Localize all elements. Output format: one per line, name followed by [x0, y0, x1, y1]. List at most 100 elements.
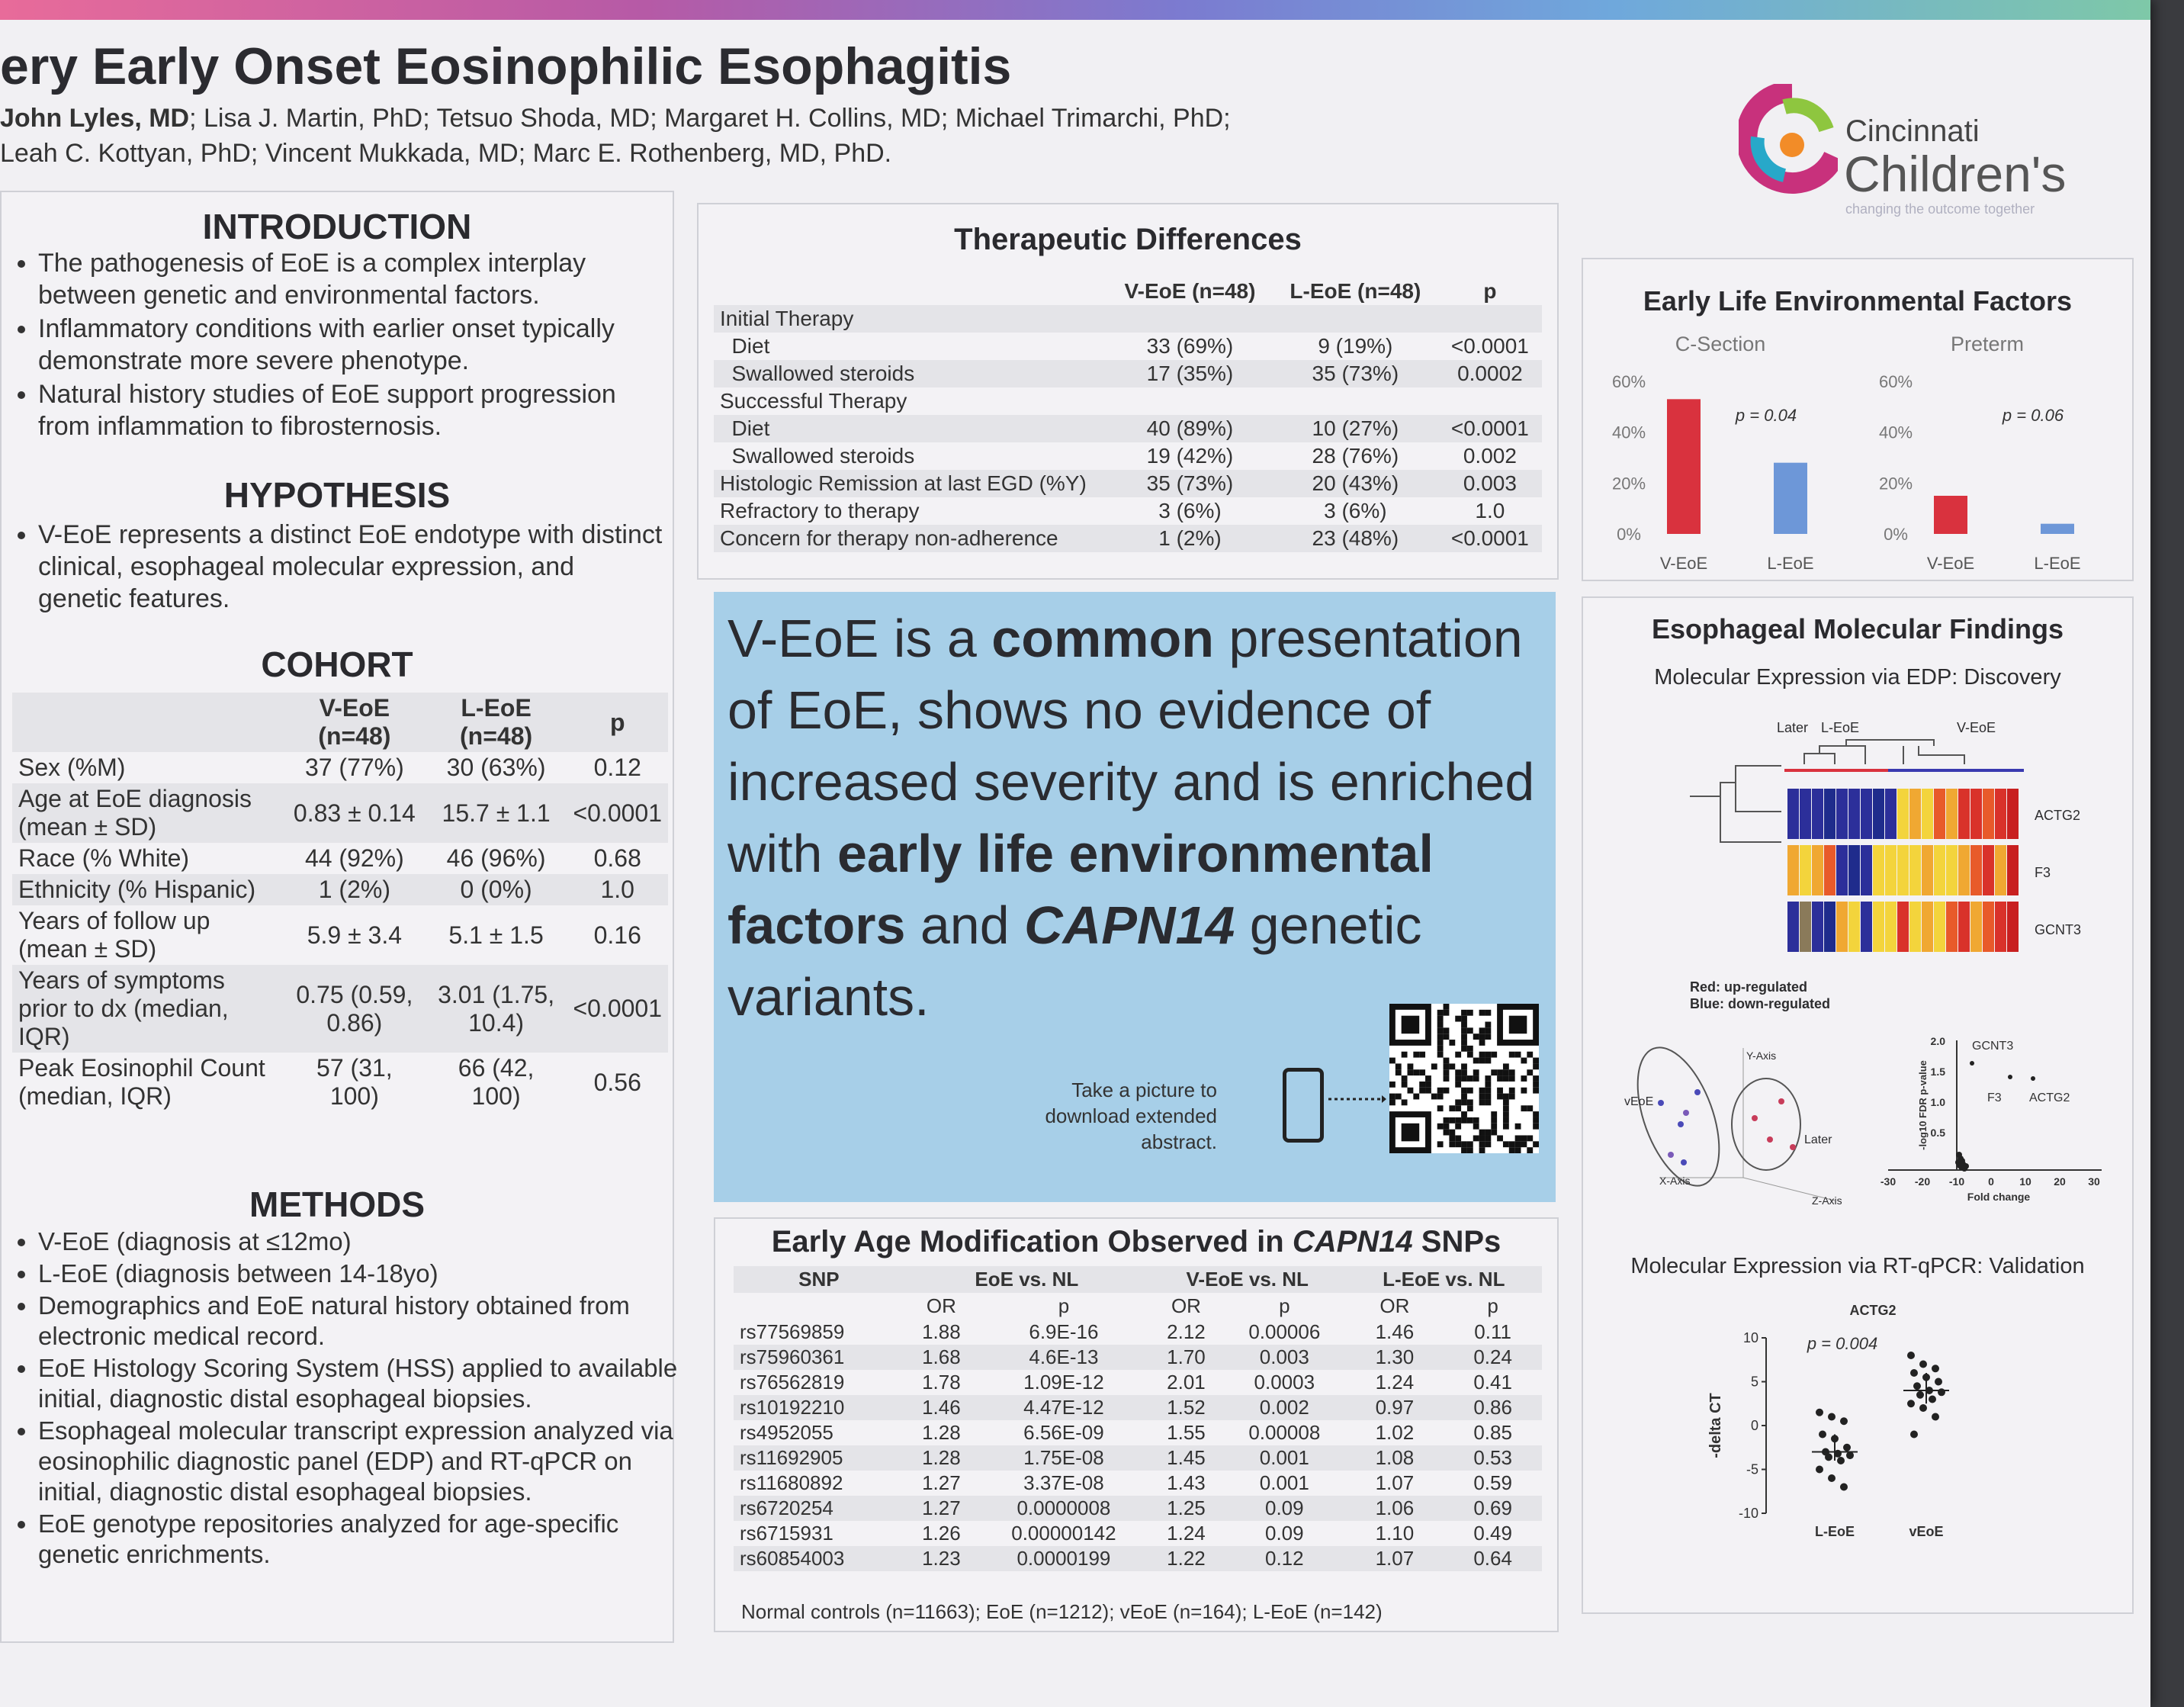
- therapeutic-cell: 9 (19%): [1318, 334, 1393, 358]
- snp-cell: rs6720254: [740, 1496, 833, 1519]
- pca-z-axis-label: Z-Axis: [1812, 1194, 1842, 1207]
- heatmap-cell: [1848, 845, 1860, 895]
- env-y-tick: 40%: [1612, 423, 1646, 442]
- snp-cell: 1.22: [1167, 1547, 1206, 1570]
- rtqpcr-point: [1828, 1474, 1836, 1482]
- snp-group-eoe: EoE vs. NL: [975, 1268, 1079, 1291]
- env-bar: [2041, 523, 2074, 534]
- heatmap-cell: [1958, 902, 1970, 952]
- snp-cell: 0.002: [1259, 1396, 1309, 1419]
- snp-cell: 0.85: [1473, 1421, 1512, 1444]
- introduction-list: The pathogenesis of EoE is a complex int…: [2, 247, 663, 444]
- left-column-panel: INTRODUCTION The pathogenesis of EoE is …: [0, 191, 677, 1643]
- heatmap-cell: [1861, 789, 1872, 839]
- logo-mark-icon: [1736, 81, 1844, 194]
- snp-cell: 0.12: [1265, 1547, 1304, 1570]
- snp-row: rs60854003 1.23 0.0000199 1.22 0.12 1.07 0.64: [734, 1546, 1542, 1571]
- rtqpcr-point: [1843, 1443, 1851, 1451]
- therapeutic-cell: Diet: [720, 416, 770, 440]
- snp-col-p: p: [1279, 1294, 1290, 1317]
- heatmap-gene-f3: F3: [2035, 865, 2051, 880]
- heatmap-cell: [1909, 902, 1921, 952]
- snp-row: rs76562819 1.78 1.09E-12 2.01 0.0003 1.24 0.41: [734, 1370, 1542, 1395]
- volcano-x-tick: 30: [2088, 1175, 2100, 1188]
- snp-cell: 1.27: [922, 1496, 961, 1519]
- cohort-row: Race (% White) 44 (92%) 46 (96%) 0.68: [12, 843, 668, 874]
- heatmap-cell: [1897, 789, 1909, 839]
- volcano-point: [1956, 1152, 1962, 1158]
- env-y-tick: 20%: [1879, 474, 1913, 493]
- volcano-point: [1970, 1061, 1974, 1066]
- heatmap-cell: [1824, 902, 1836, 952]
- heatmap-cell: [1787, 789, 1799, 839]
- cohort-cell: 0.83 ± 0.14: [293, 799, 416, 827]
- therapeutic-cell: 1.0: [1475, 499, 1505, 522]
- snp-cell: 6.9E-16: [1029, 1320, 1099, 1343]
- snp-row: rs11692905 1.28 1.75E-08 1.45 0.001 1.08 0.53: [734, 1445, 1542, 1471]
- rtqpcr-p-value: p = 0.004: [1807, 1334, 1877, 1353]
- heatmap-gene-gcnt3: GCNT3: [2035, 922, 2082, 937]
- heatmap-veoe-label: V-EoE: [1957, 720, 1996, 735]
- heatmap-legend-red: Red: up-regulated: [1690, 979, 1808, 995]
- volcano-x-tick: 20: [2054, 1175, 2066, 1188]
- heatmap-cell: [1787, 902, 1799, 952]
- heatmap-cell: [1983, 902, 1994, 952]
- heatmap-cell: [1909, 789, 1921, 839]
- cohort-cell: 1.0: [600, 876, 634, 903]
- rtqpcr-x-label: L-EoE: [1815, 1524, 1855, 1539]
- snp-cell: 0.24: [1473, 1345, 1512, 1368]
- therapeutic-cell: 0.003: [1463, 471, 1517, 495]
- snp-cell: 1.23: [922, 1547, 961, 1570]
- env-p-value: p = 0.04: [1735, 406, 1797, 425]
- heatmap-leoe-label: L-EoE: [1821, 720, 1860, 735]
- snp-cell: 1.46: [922, 1396, 961, 1419]
- snp-cell: 4.47E-12: [1023, 1396, 1104, 1419]
- snp-col-p: p: [1058, 1294, 1070, 1317]
- rtqpcr-point: [1816, 1465, 1823, 1474]
- snp-cell: 1.75E-08: [1023, 1446, 1104, 1469]
- volcano-label-actg2: ACTG2: [2029, 1091, 2070, 1104]
- therapeutic-cell: <0.0001: [1450, 334, 1529, 358]
- env-x-label: V-EoE: [1660, 554, 1707, 573]
- methods-list: V-EoE (diagnosis at ≤12mo) L-EoE (diagno…: [2, 1226, 679, 1571]
- snp-row: rs4952055 1.28 6.56E-09 1.55 0.00008 1.02 0.85: [734, 1420, 1542, 1445]
- snp-cell: 1.25: [1167, 1496, 1206, 1519]
- hypothesis-list: V-EoE represents a distinct EoE endotype…: [2, 519, 663, 616]
- volcano-x-tick: -30: [1880, 1175, 1896, 1188]
- snp-col-or: OR: [1379, 1294, 1410, 1317]
- snp-cell: 0.41: [1473, 1371, 1512, 1394]
- snp-cell: 1.07: [1375, 1471, 1415, 1494]
- logo-text-childrens: Children's: [1844, 146, 2067, 202]
- rtqpcr-point: [1840, 1417, 1848, 1426]
- heatmap-cell: [1824, 845, 1836, 895]
- snp-cell: rs6715931: [740, 1522, 833, 1545]
- cohort-cell: 0.56: [593, 1068, 641, 1096]
- snp-cell: 0.09: [1265, 1496, 1304, 1519]
- environmental-panel: Early Life Environmental Factors C-Secti…: [1582, 258, 2134, 581]
- snp-cell: 0.00008: [1248, 1421, 1321, 1444]
- intro-bullet: Natural history studies of EoE support p…: [38, 378, 663, 442]
- cohort-col-veoe: V-EoE: [319, 694, 390, 722]
- snp-col-or: OR: [1171, 1294, 1201, 1317]
- snp-group-leoe: L-EoE vs. NL: [1383, 1268, 1505, 1291]
- env-bar: [1667, 399, 1701, 534]
- snp-cell: 1.52: [1167, 1396, 1206, 1419]
- snp-row: rs77569859 1.88 6.9E-16 2.12 0.00006 1.46 0.11: [734, 1320, 1542, 1345]
- snp-cell: 0.64: [1473, 1547, 1512, 1570]
- environmental-heading: Early Life Environmental Factors: [1643, 285, 2073, 317]
- snp-cell: 0.69: [1473, 1496, 1512, 1519]
- snp-cell: 1.06: [1375, 1496, 1415, 1519]
- cohort-cell: <0.0001: [573, 799, 662, 827]
- cohort-cell: Race (% White): [18, 844, 190, 872]
- heatmap-cell: [1836, 789, 1848, 839]
- snp-cell: 0.49: [1473, 1522, 1512, 1545]
- callout-bold: common: [991, 609, 1214, 668]
- env-bar: [1934, 496, 1967, 534]
- snp-panel: Early Age Modification Observed in CAPN1…: [714, 1217, 1559, 1632]
- cohort-cell: 3.01 (1.75, 10.4): [438, 980, 555, 1037]
- ther-col-veoe: V-EoE (n=48): [1124, 279, 1256, 303]
- env-y-tick: 0%: [1617, 525, 1641, 544]
- qr-code[interactable]: [1389, 1004, 1539, 1153]
- rtqpcr-point: [1932, 1365, 1939, 1373]
- cohort-cell: 5.1 ± 1.5: [448, 921, 544, 949]
